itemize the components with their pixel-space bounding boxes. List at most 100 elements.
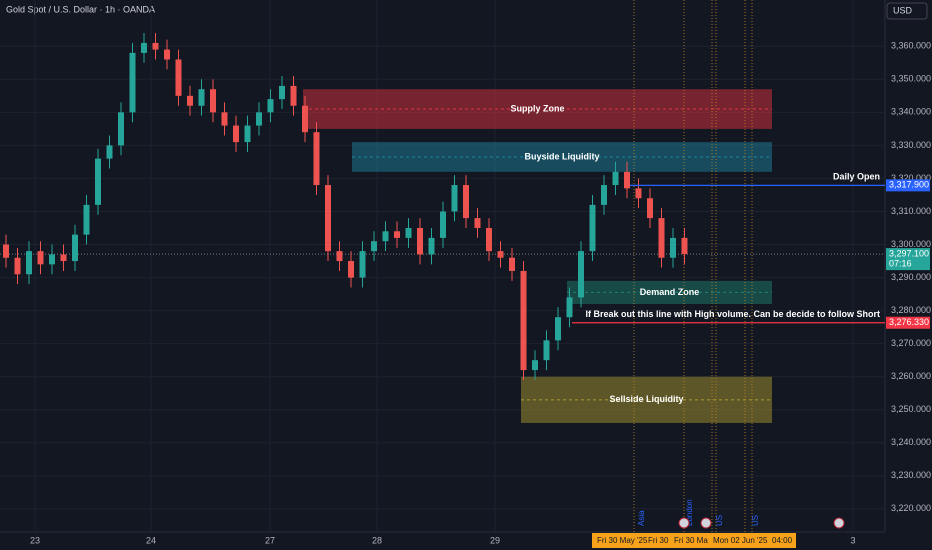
last-price-label: 3,297.100 xyxy=(889,248,929,258)
event-icon xyxy=(678,517,690,529)
y-tick-label: 3,320.000 xyxy=(891,173,931,183)
candle-body xyxy=(589,204,596,252)
x-tick-label: 28 xyxy=(372,535,382,545)
x-tick-label: 3 xyxy=(850,535,855,545)
candle-body xyxy=(14,257,21,275)
session-label: US xyxy=(751,515,760,526)
candle-body xyxy=(83,204,90,235)
candle-body xyxy=(3,244,9,258)
candle-body xyxy=(210,89,216,113)
candle-body xyxy=(578,251,584,298)
y-tick-label: 3,240.000 xyxy=(891,437,931,447)
candle-body xyxy=(520,270,527,371)
candle-body xyxy=(612,171,619,186)
candle-body xyxy=(152,42,159,50)
session-label: US xyxy=(715,515,724,526)
candle-body xyxy=(244,125,251,143)
y-tick-label: 3,310.000 xyxy=(891,206,931,216)
y-tick-label: 3,250.000 xyxy=(891,404,931,414)
time-cursor-label: 04:00 xyxy=(772,536,793,545)
candle-body xyxy=(187,95,193,106)
candle-body xyxy=(394,231,400,238)
candle-body xyxy=(382,231,389,242)
session-label: Asia xyxy=(637,510,646,526)
zone-label: Sellside Liquidity xyxy=(609,394,683,404)
candle-body xyxy=(532,360,538,371)
y-tick-label: 3,280.000 xyxy=(891,305,931,315)
candle-body xyxy=(129,52,136,113)
session-label: London xyxy=(685,499,694,526)
candle-body xyxy=(509,257,515,271)
candle-body xyxy=(681,237,688,255)
candle-body xyxy=(428,237,435,255)
candle-body xyxy=(440,211,446,238)
y-tick-label: 3,230.000 xyxy=(891,470,931,480)
currency[interactable]: USD xyxy=(893,5,913,15)
candle-body xyxy=(417,228,423,255)
time-cursor-label: Mon 02 Jun '25 xyxy=(713,536,768,545)
candle-body xyxy=(325,185,331,252)
candle-body xyxy=(313,132,320,186)
candle-body xyxy=(348,261,354,278)
candle-body xyxy=(118,112,124,146)
candle-body xyxy=(198,89,205,106)
zone-label: Supply Zone xyxy=(511,103,565,113)
candle-body xyxy=(371,241,377,252)
x-tick-label: 27 xyxy=(265,535,275,545)
y-tick-label: 3,350.000 xyxy=(891,74,931,84)
time-cursor-bar xyxy=(592,533,796,548)
candle-body xyxy=(26,251,32,275)
candle-body xyxy=(336,251,343,262)
y-tick-label: 3,340.000 xyxy=(891,107,931,117)
candle-body xyxy=(647,198,653,219)
candle-body xyxy=(486,228,492,252)
candle-body xyxy=(267,99,274,113)
candle-body xyxy=(233,125,239,143)
candle-body xyxy=(290,85,297,106)
x-tick-label: 24 xyxy=(146,535,156,545)
last-price-tag xyxy=(886,248,930,271)
currency-button[interactable] xyxy=(886,2,928,20)
zone xyxy=(521,376,772,423)
time-cursor-label: Fri 30 May '25 xyxy=(597,536,648,545)
zone-label: Buyside Liquidity xyxy=(524,151,599,161)
candle-body xyxy=(302,105,308,133)
candle-body xyxy=(497,251,504,258)
y-tick-label: 3,330.000 xyxy=(891,140,931,150)
candle-body xyxy=(635,188,642,199)
level-price: 3,276.330 xyxy=(889,317,929,327)
candle-body xyxy=(37,251,44,265)
level-price: 3,317.900 xyxy=(889,180,929,190)
level-price-tag xyxy=(886,316,930,329)
y-tick-label: 3,220.000 xyxy=(891,503,931,513)
candle-body xyxy=(463,185,469,219)
candle-body xyxy=(72,234,78,262)
event-icon xyxy=(833,517,845,529)
candle-body xyxy=(221,112,228,126)
candle-body xyxy=(359,251,366,278)
candle-body xyxy=(451,185,458,212)
candle-body xyxy=(60,254,67,262)
candle-body xyxy=(49,254,55,265)
candle-body xyxy=(279,85,285,100)
candle-body xyxy=(670,237,676,258)
time-cursor-label: Fri 30 Ma xyxy=(674,536,708,545)
countdown: 07:16 xyxy=(889,258,912,268)
candle-body xyxy=(106,145,113,159)
y-tick-label: 3,270.000 xyxy=(891,338,931,348)
x-tick-label: 23 xyxy=(30,535,40,545)
zone-label: Demand Zone xyxy=(640,287,700,297)
candle-body xyxy=(566,297,573,318)
candle-body xyxy=(175,59,182,96)
y-tick-label: 3,260.000 xyxy=(891,371,931,381)
x-tick-label: 29 xyxy=(490,535,500,545)
candle-body xyxy=(601,185,607,205)
event-icon xyxy=(700,517,712,529)
level-name: Daily Open xyxy=(833,172,880,182)
candle-body xyxy=(141,42,147,53)
y-tick-label: 3,290.000 xyxy=(891,272,931,282)
candle-body xyxy=(164,49,170,60)
